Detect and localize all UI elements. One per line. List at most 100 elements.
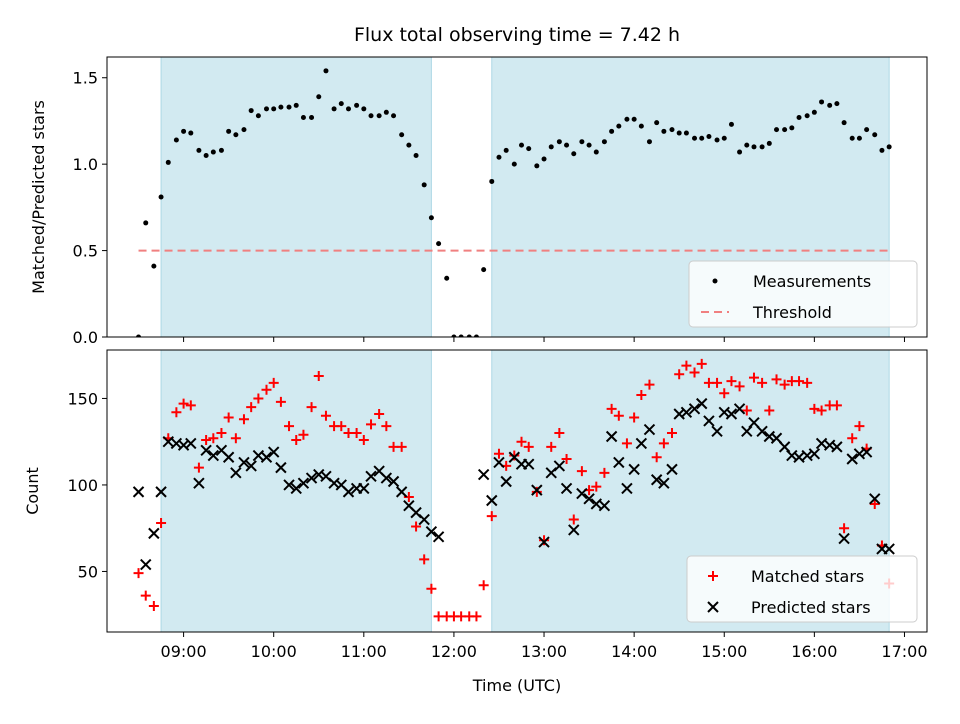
measurement-point	[248, 108, 254, 114]
measurement-point	[804, 113, 810, 119]
measurement-point	[233, 132, 239, 138]
measurement-point	[263, 106, 269, 112]
x-tick-label: 17:00	[881, 642, 927, 661]
predicted-star-point	[696, 397, 708, 410]
measurement-point	[759, 144, 765, 150]
matched-star-point	[764, 405, 775, 416]
predicted-star-point	[486, 494, 498, 507]
measurement-point	[136, 334, 142, 337]
matched-star-point	[854, 421, 865, 432]
legend-measurement-marker	[712, 278, 718, 284]
predicted-star-point	[553, 460, 566, 472]
measurement-point	[151, 263, 157, 269]
matched-star-point	[523, 441, 534, 452]
matched-star-point	[554, 428, 565, 439]
predicted-star-point	[628, 463, 640, 476]
matched-star-point	[374, 409, 385, 420]
plot-frame	[106, 56, 928, 338]
predicted-star-point	[860, 446, 873, 458]
measurement-point	[158, 194, 164, 200]
predicted-star-point	[148, 527, 160, 540]
predicted-star-point	[778, 441, 791, 453]
matched-star-point	[539, 535, 550, 546]
x-tick-label: 10:00	[251, 642, 297, 661]
measurement-point	[436, 241, 442, 247]
measurement-point	[361, 106, 367, 112]
x-tick-label: 13:00	[521, 642, 567, 661]
measurement-point	[473, 334, 479, 337]
matched-star-point	[629, 412, 640, 423]
matched-star-point	[644, 379, 655, 390]
matched-star-point	[493, 448, 504, 459]
measurement-point	[203, 153, 209, 159]
predicted-star-point	[688, 403, 701, 415]
plot-frame	[106, 349, 928, 633]
legend: Matched stars Predicted stars	[686, 555, 918, 623]
measurement-point	[481, 267, 487, 273]
measurement-point	[300, 114, 306, 120]
predicted-star-point	[425, 525, 438, 538]
measurement-point	[624, 116, 630, 122]
measurement-point	[631, 116, 637, 122]
x-axis-label: Time (UTC)	[472, 676, 561, 695]
matched-star-point	[576, 466, 587, 477]
matched-star-point	[748, 372, 759, 383]
y-tick-label: 1.0	[73, 155, 98, 174]
measurement-point	[331, 106, 337, 112]
legend-entry-label: Predicted stars	[751, 598, 871, 617]
predicted-star-point	[748, 416, 760, 429]
measurement-point	[165, 159, 171, 165]
matched-star-point	[546, 441, 557, 452]
predicted-star-point	[680, 406, 693, 418]
measurement-point	[466, 334, 472, 337]
measurement-point	[316, 94, 322, 100]
matched-star-point	[381, 421, 392, 432]
predicted-star-point	[260, 451, 273, 463]
measurement-point	[616, 123, 622, 129]
legend-matched-marker	[708, 571, 718, 581]
measurement-point	[692, 135, 698, 141]
measurement-point	[579, 139, 585, 145]
matched-star-point	[531, 486, 542, 497]
matched-star-point	[261, 384, 272, 395]
y-tick-label: 100	[67, 476, 98, 495]
measurement-point	[451, 334, 457, 337]
predicted-star-point	[523, 458, 535, 470]
matched-star-point	[223, 412, 234, 423]
y-tick-label: 0.5	[73, 242, 98, 261]
matched-star-point	[156, 518, 167, 529]
count-panel: 50 100 150 09:00 10:00 11:00 12:00 13:00 14:00 15…	[67, 349, 928, 661]
predicted-star-point	[568, 524, 580, 536]
matched-star-point	[599, 467, 610, 478]
measurement-point	[721, 135, 727, 141]
matched-star-point	[208, 433, 219, 444]
predicted-star-point	[770, 432, 783, 444]
matched-star-point	[779, 379, 790, 390]
measurement-point	[737, 149, 743, 155]
matched-star-point	[681, 360, 692, 371]
matched-star-point	[568, 514, 579, 525]
predicted-star-point	[725, 408, 738, 420]
measurement-point	[241, 127, 247, 133]
y-tick-label: 1.5	[73, 69, 98, 88]
measurement-point	[601, 139, 607, 145]
matched-star-point	[757, 377, 768, 388]
predicted-star-point	[200, 444, 212, 457]
measurement-point	[309, 114, 315, 120]
measurement-point	[789, 125, 795, 131]
legend-entry-label: Matched stars	[751, 567, 864, 586]
predicted-star-point	[560, 482, 573, 495]
measurement-point	[728, 121, 734, 127]
measurement-point	[646, 139, 652, 145]
predicted-star-point	[831, 441, 843, 453]
x-tick-label: 15:00	[701, 642, 747, 661]
measurement-point	[879, 147, 885, 153]
observing-window-shade	[160, 350, 432, 632]
measurement-point	[571, 151, 577, 157]
predicted-star-point	[643, 423, 656, 436]
measurement-point	[271, 106, 277, 112]
matched-star-point	[847, 433, 858, 444]
matched-star-point	[741, 405, 752, 416]
predicted-star-point	[193, 477, 205, 489]
predicted-star-point	[418, 513, 430, 526]
